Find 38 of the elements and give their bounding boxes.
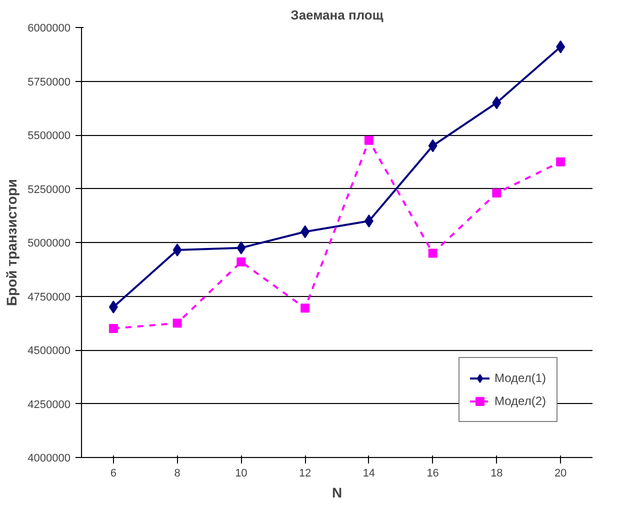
point: [492, 188, 502, 198]
y-tick-label: 5750000: [28, 76, 71, 88]
x-tick-label: 14: [362, 468, 376, 480]
y-tick-label: 5250000: [28, 184, 71, 196]
point: [172, 244, 182, 257]
point: [108, 300, 118, 314]
legend-label: Модел(2): [494, 394, 546, 408]
x-tick-label: 18: [490, 468, 503, 480]
x-tick-label: 8: [174, 468, 180, 480]
x-tick-label: 20: [554, 468, 567, 480]
legend-label: Модел(1): [494, 371, 546, 385]
point: [428, 248, 438, 258]
point: [108, 324, 118, 333]
x-tick-label: 6: [110, 468, 117, 480]
x-tick-label: 12: [298, 468, 312, 480]
point: [300, 304, 310, 313]
x-axis-title: N: [332, 484, 342, 500]
x-tick-label: 10: [235, 468, 248, 480]
y-tick-label: 4250000: [28, 398, 71, 411]
y-tick-label: 4500000: [28, 345, 71, 357]
point: [492, 96, 502, 110]
point: [172, 318, 182, 328]
point: [236, 241, 246, 254]
point: [556, 157, 566, 166]
point: [300, 225, 310, 238]
y-tick-label: 4750000: [28, 291, 71, 304]
y-tick-label: 5000000: [28, 238, 71, 250]
x-tick-label: 16: [426, 468, 439, 480]
point: [364, 136, 374, 145]
y-tick-label: 4000000: [28, 452, 71, 464]
y-axis-title: Брой транзистори: [4, 178, 20, 306]
y-tick-label: 5500000: [28, 130, 71, 142]
point: [428, 139, 438, 152]
point: [364, 214, 374, 228]
chart-title: Заемана площ: [290, 8, 384, 22]
point: [236, 257, 246, 266]
point: [556, 40, 566, 54]
y-tick-label: 6000000: [28, 22, 71, 34]
